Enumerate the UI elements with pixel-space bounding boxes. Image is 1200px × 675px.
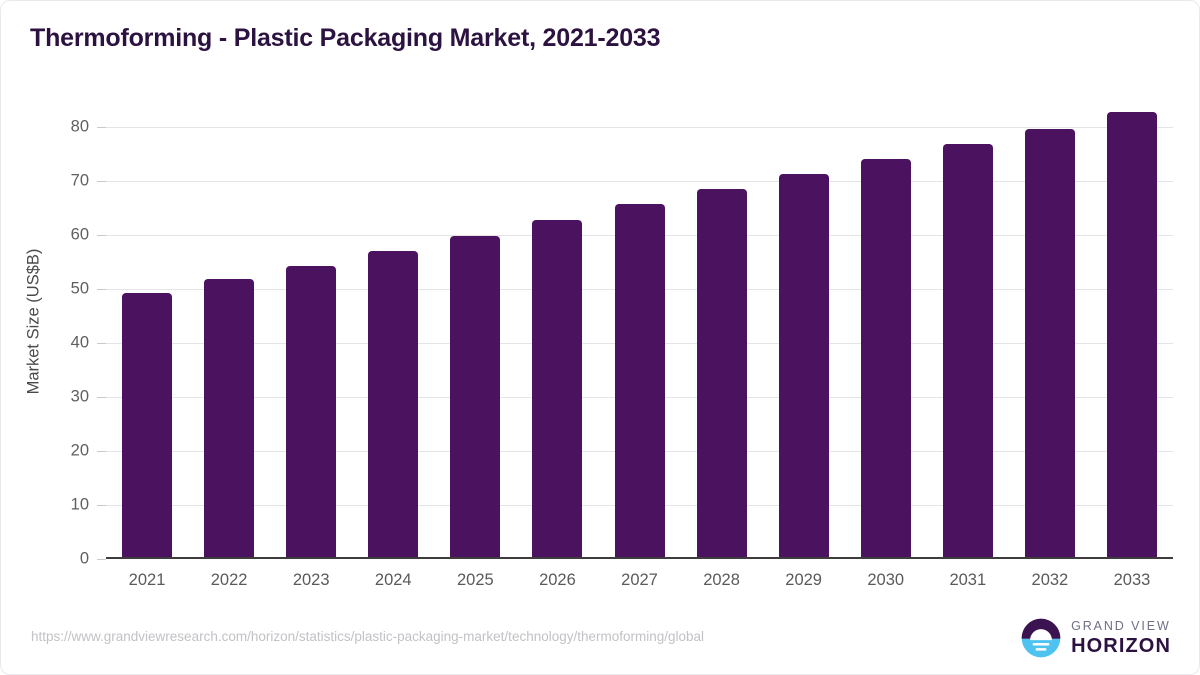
y-tick-label: 30 <box>70 387 89 406</box>
source-url[interactable]: https://www.grandviewresearch.com/horizo… <box>31 629 705 644</box>
y-tick-mark <box>97 181 106 182</box>
y-tick-mark <box>97 505 106 506</box>
x-tick-label: 2021 <box>128 571 166 589</box>
bar[interactable] <box>532 219 583 559</box>
y-tick-mark <box>97 397 106 398</box>
x-tick-label: 2033 <box>1113 571 1151 589</box>
brand-logo[interactable]: GRAND VIEW HORIZON <box>1020 617 1171 659</box>
y-tick-label: 40 <box>70 333 89 352</box>
gridline <box>106 181 1173 182</box>
bar[interactable] <box>942 144 993 559</box>
y-tick-label: 10 <box>70 495 89 514</box>
bar[interactable] <box>204 279 255 559</box>
bar[interactable] <box>450 235 501 559</box>
plot-area: 0 10 20 30 40 50 60 70 80 2021 2022 2023 2024 2025 20… <box>71 97 1173 589</box>
y-tick-label: 70 <box>70 171 89 190</box>
page-title: Thermoforming - Plastic Packaging Market… <box>30 24 661 52</box>
x-axis-line <box>106 557 1173 559</box>
x-tick-label: 2023 <box>292 571 330 589</box>
logo-line-2: HORIZON <box>1071 635 1171 658</box>
y-tick-label: 0 <box>79 549 89 568</box>
bar[interactable] <box>122 293 173 559</box>
y-tick-mark <box>97 127 106 128</box>
x-tick-label: 2027 <box>621 571 658 589</box>
x-tick-label: 2022 <box>210 571 248 589</box>
bar[interactable] <box>860 158 911 559</box>
y-tick-label: 20 <box>70 441 89 460</box>
logo-line-1: GRAND VIEW <box>1071 618 1171 633</box>
y-tick-label: 60 <box>70 225 89 244</box>
bar[interactable] <box>1106 112 1157 559</box>
x-tick-label: 2030 <box>867 571 905 589</box>
y-tick-label: 80 <box>70 117 89 136</box>
x-tick-label: 2032 <box>1031 571 1069 589</box>
gridline <box>106 127 1173 128</box>
x-tick-label: 2031 <box>949 571 987 589</box>
y-tick-mark <box>97 289 106 290</box>
logo-text: GRAND VIEW HORIZON <box>1071 620 1171 657</box>
y-tick-mark <box>97 559 106 560</box>
y-tick-mark <box>97 451 106 452</box>
y-tick-label: 50 <box>70 279 89 298</box>
bar[interactable] <box>1024 128 1075 559</box>
x-tick-label: 2025 <box>456 571 494 589</box>
y-tick-mark <box>97 235 106 236</box>
bar[interactable] <box>614 204 665 559</box>
bar[interactable] <box>368 250 419 559</box>
horizon-circle-icon <box>1021 618 1061 658</box>
x-tick-label: 2024 <box>374 571 412 589</box>
x-tick-label: 2026 <box>539 571 576 589</box>
x-tick-label: 2029 <box>785 571 822 589</box>
plot-wrapper: Market Size (US$B) 0 10 20 30 40 50 60 70 80 202… <box>1 97 1199 589</box>
bar[interactable] <box>778 173 829 559</box>
bar-series <box>106 97 1173 559</box>
y-tick-mark <box>97 343 106 344</box>
bar[interactable] <box>696 189 747 559</box>
bar[interactable] <box>286 265 337 559</box>
x-tick-label: 2028 <box>703 571 740 589</box>
